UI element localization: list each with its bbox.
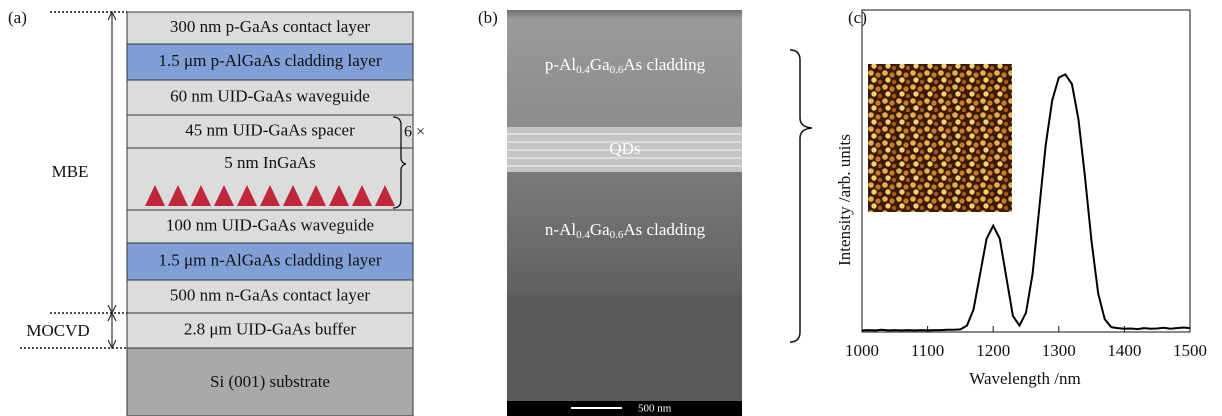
x-tick-label: 1300 — [1042, 341, 1076, 360]
x-tick-label: 1200 — [976, 341, 1010, 360]
figure: (a) 300 nm p-GaAs contact layer 1.5 μm p-… — [0, 0, 1222, 416]
layer-label: 1.5 μm n-AlGaAs cladding layer — [159, 250, 382, 269]
text-part: As cladding — [623, 220, 705, 239]
subscript: 0.6 — [610, 229, 624, 241]
layer-label: 1.5 μm p-AlGaAs cladding layer — [159, 51, 382, 70]
subscript: 0.4 — [576, 64, 590, 76]
text-part: n-Al — [545, 220, 576, 239]
x-tick-label: 1100 — [911, 341, 944, 360]
layer-annotation: n-Al0.4Ga0.6As cladding — [545, 220, 706, 241]
x-tick-label: 1000 — [845, 341, 879, 360]
layer-stack: 300 nm p-GaAs contact layer 1.5 μm p-AlGa… — [127, 12, 413, 416]
layer-label: 2.8 μm UID-GaAs buffer — [184, 319, 356, 338]
subscript: 0.4 — [576, 229, 590, 241]
scale-bar-label: 500 nm — [638, 403, 672, 415]
text-part: Ga — [590, 55, 610, 74]
layer-label: 5 nm InGaAs — [224, 153, 316, 172]
bracket — [790, 50, 812, 342]
y-axis-label: Intensity /arb. units — [835, 134, 854, 266]
layer-label: 45 nm UID-GaAs spacer — [185, 120, 355, 139]
layer-annotation: QDs — [609, 139, 640, 158]
x-tick-label: 1500 — [1173, 341, 1207, 360]
repeat-label: 6 × — [404, 124, 425, 141]
panel-label: (c) — [848, 8, 867, 27]
x-axis-label: Wavelength /nm — [969, 369, 1080, 388]
x-tick-label: 1400 — [1107, 341, 1141, 360]
layer-label: 500 nm n-GaAs contact layer — [170, 285, 370, 304]
panel-label: (b) — [478, 8, 498, 27]
text-part: As cladding — [623, 55, 705, 74]
text-part: Ga — [590, 220, 610, 239]
growth-label: MOCVD — [26, 321, 89, 340]
layer-label: 100 nm UID-GaAs waveguide — [166, 215, 374, 234]
growth-label: MBE — [52, 162, 89, 181]
layer-annotation: p-Al0.4Ga0.6As cladding — [545, 55, 706, 76]
layer-label: Si (001) substrate — [210, 372, 330, 391]
text-part: p-Al — [545, 55, 576, 74]
subscript: 0.6 — [610, 64, 624, 76]
afm-inset — [868, 64, 1012, 212]
layer-label: 60 nm UID-GaAs waveguide — [170, 86, 370, 105]
panel-label: (a) — [8, 8, 27, 27]
layer-label: 300 nm p-GaAs contact layer — [170, 17, 370, 36]
